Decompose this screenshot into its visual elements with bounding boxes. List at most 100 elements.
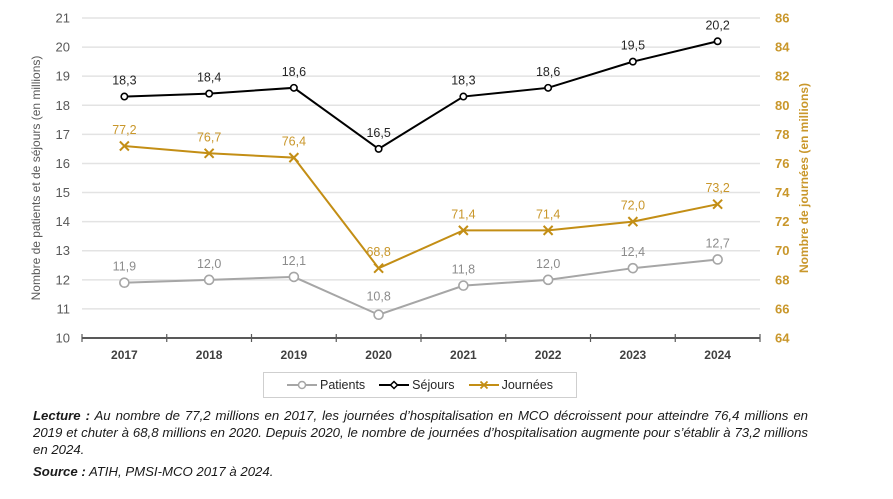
y-tick-right: 66 xyxy=(775,301,789,316)
data-point xyxy=(712,198,723,210)
legend-label-patients: Patients xyxy=(320,378,366,392)
data-point xyxy=(459,92,468,101)
source-text: ATIH, PMSI-MCO 2017 à 2024. xyxy=(85,464,274,479)
series-group: 11,9 12,0 12,1 10,8 11,8 12,0 12,4 12,7 18,3 18,4… xyxy=(112,18,730,321)
data-point xyxy=(120,92,129,101)
y-tick-right: 74 xyxy=(775,185,790,200)
data-label: 12,0 xyxy=(197,257,221,271)
x-tick-label: 2021 xyxy=(450,348,477,362)
y-tick-left: 17 xyxy=(56,127,70,142)
y-tick-right: 72 xyxy=(775,214,789,229)
series-journees: 77,2 76,7 76,4 68,8 71,4 71,4 72,0 73,2 xyxy=(112,123,730,274)
data-label: 76,4 xyxy=(282,135,306,149)
data-label: 10,8 xyxy=(366,290,390,304)
data-point xyxy=(542,225,554,236)
source-note: Source : ATIH, PMSI-MCO 2017 à 2024. xyxy=(33,464,273,479)
y-tick-left: 14 xyxy=(56,214,70,229)
data-label: 71,4 xyxy=(451,207,475,221)
data-label: 18,4 xyxy=(197,71,221,85)
y-tick-right: 78 xyxy=(775,127,789,142)
data-point xyxy=(542,274,554,286)
data-label: 16,5 xyxy=(366,126,390,140)
y-axis-right-label: Nombre de journées (en millions) xyxy=(797,83,811,273)
y-tick-left: 20 xyxy=(56,40,70,55)
data-label: 19,5 xyxy=(621,39,645,53)
y-tick-right: 76 xyxy=(775,156,789,171)
data-label: 18,6 xyxy=(536,65,560,79)
lecture-text: Au nombre de 77,2 millions en 2017, les … xyxy=(33,408,809,457)
left-axis-ticks: 10 11 12 13 14 15 16 17 18 19 20 21 xyxy=(56,11,70,346)
data-label: 71,4 xyxy=(536,207,560,221)
y-tick-left: 18 xyxy=(56,98,70,113)
data-label: 68,8 xyxy=(366,245,390,259)
chart-legend: Patients Séjours Journées xyxy=(263,372,577,398)
data-point xyxy=(373,309,384,321)
data-point xyxy=(203,148,215,159)
data-label: 11,8 xyxy=(452,263,475,277)
y-tick-left: 16 xyxy=(56,156,70,171)
y-tick-right: 86 xyxy=(775,11,789,26)
data-label: 73,2 xyxy=(705,181,729,195)
data-label: 76,7 xyxy=(197,130,221,144)
data-point xyxy=(544,83,553,92)
data-label: 72,0 xyxy=(621,199,645,213)
data-label: 11,9 xyxy=(113,260,136,274)
series-line xyxy=(124,258,718,316)
x-tick-label: 2018 xyxy=(196,348,223,362)
data-point xyxy=(712,254,723,265)
y-tick-left: 12 xyxy=(56,272,70,287)
series-line xyxy=(124,145,718,270)
y-tick-right: 80 xyxy=(775,98,789,113)
legend-label-journees: Journées xyxy=(501,378,553,392)
y-tick-right: 70 xyxy=(775,243,789,258)
data-point xyxy=(628,57,637,66)
data-label: 20,2 xyxy=(705,18,729,32)
series-line xyxy=(124,40,718,151)
data-label: 12,1 xyxy=(282,254,306,268)
y-tick-left: 19 xyxy=(56,69,70,84)
series-patients: 11,9 12,0 12,1 10,8 11,8 12,0 12,4 12,7 xyxy=(113,236,730,321)
legend-item-patients: Patients xyxy=(287,378,365,392)
journees-line-x-icon xyxy=(468,380,499,390)
y-tick-right: 82 xyxy=(775,69,789,84)
y-tick-right: 64 xyxy=(775,331,790,346)
y-tick-left: 13 xyxy=(56,243,70,258)
y-tick-left: 10 xyxy=(56,331,70,346)
legend-item-journees: Journées xyxy=(468,378,553,392)
y-tick-left: 21 xyxy=(56,11,70,26)
sejours-line-diamond-icon xyxy=(379,380,410,390)
data-label: 18,3 xyxy=(451,74,475,88)
x-tick-label: 2020 xyxy=(365,348,392,362)
reading-note: Lecture : Au nombre de 77,2 millions en … xyxy=(33,407,808,458)
y-tick-left: 15 xyxy=(56,185,70,200)
x-tick-label: 2019 xyxy=(281,348,308,362)
y-axis-left-label: Nombre de patients et de séjours (en mil… xyxy=(29,56,43,301)
x-tick-label: 2022 xyxy=(535,348,562,362)
legend-label-sejours: Séjours xyxy=(412,378,455,392)
data-point xyxy=(627,216,639,227)
data-point xyxy=(119,140,130,152)
data-point xyxy=(458,225,469,236)
lecture-label: Lecture : xyxy=(33,408,91,423)
patients-line-circle-icon xyxy=(287,380,317,390)
data-point xyxy=(627,262,639,274)
data-label: 12,7 xyxy=(705,236,729,250)
x-tick-label: 2017 xyxy=(111,348,138,362)
source-label: Source : xyxy=(33,464,86,479)
data-point xyxy=(458,280,469,291)
data-point xyxy=(119,277,130,289)
data-point xyxy=(713,37,722,46)
data-label: 18,6 xyxy=(282,65,306,79)
x-axis: 2017 2018 2019 2020 2021 2022 2023 2024 xyxy=(81,334,761,362)
y-tick-left: 11 xyxy=(57,301,71,316)
x-tick-label: 2024 xyxy=(704,348,731,362)
right-axis-ticks: 64 66 68 70 72 74 76 78 80 82 84 86 xyxy=(775,11,790,346)
series-sejours: 18,3 18,4 18,6 16,5 18,3 18,6 19,5 20,2 xyxy=(112,18,730,153)
data-label: 12,0 xyxy=(536,257,560,271)
legend-item-sejours: Séjours xyxy=(379,378,455,392)
data-point xyxy=(373,262,384,274)
x-tick-label: 2023 xyxy=(620,348,647,362)
data-point xyxy=(288,152,300,163)
data-point xyxy=(374,144,383,153)
